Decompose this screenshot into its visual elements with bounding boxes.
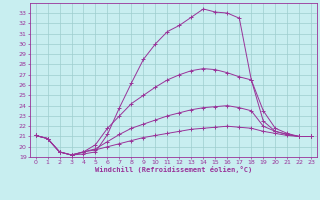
- X-axis label: Windchill (Refroidissement éolien,°C): Windchill (Refroidissement éolien,°C): [95, 166, 252, 173]
